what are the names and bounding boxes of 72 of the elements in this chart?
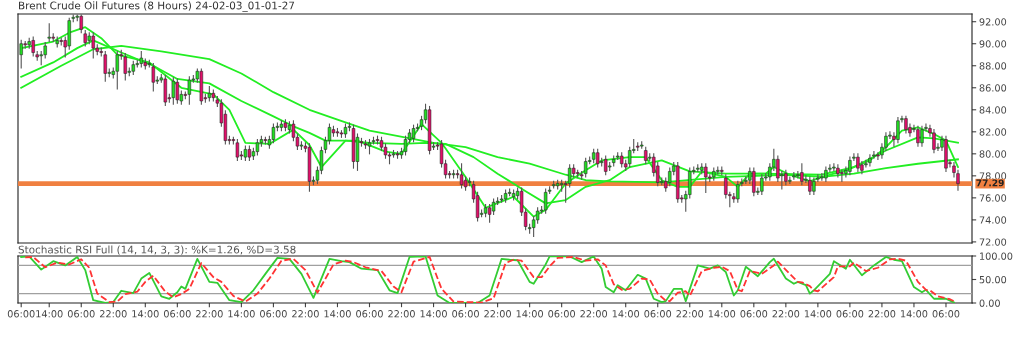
ref-line-label: 77.29 (976, 179, 1004, 187)
x-tick-label: 14:00 (901, 310, 928, 318)
candlestick (840, 169, 844, 182)
x-tick-label: 06:00 (740, 310, 768, 318)
y-tick-label: 76.00 (979, 194, 1007, 202)
candlestick (932, 129, 936, 154)
candlestick (896, 116, 900, 144)
candlestick (91, 32, 95, 59)
candlestick (567, 164, 572, 188)
candlestick (796, 170, 800, 179)
x-tick-label: 14:00 (804, 310, 832, 318)
x-tick-label: 14:00 (420, 310, 447, 318)
candlestick (31, 36, 35, 57)
x-tick-label: 22:00 (292, 310, 319, 318)
x-tick-label: 14:00 (612, 310, 640, 318)
y-tick-label: 80.00 (979, 150, 1007, 158)
x-tick-label: 06:00 (67, 310, 95, 318)
candlestick (103, 50, 107, 82)
y-tick-label: 100.00 (980, 252, 1013, 260)
candlestick (800, 163, 804, 186)
x-tick-label: 06:00 (163, 310, 191, 318)
candlestick (123, 53, 127, 81)
candlestick (151, 62, 155, 92)
y-tick-label: 88.00 (979, 62, 1007, 70)
candlestick (868, 154, 872, 167)
x-tick-label: 14:00 (516, 310, 543, 318)
candlestick (115, 50, 119, 90)
candlestick (163, 75, 167, 106)
candlestick (171, 77, 176, 105)
candlestick (752, 167, 756, 197)
x-tick-label: 06:00 (836, 310, 864, 318)
x-tick-label: 14:00 (36, 310, 63, 318)
x-tick-label: 06:00 (644, 310, 672, 318)
x-tick-label: 14:00 (708, 310, 736, 318)
y-tick-label: 82.00 (979, 128, 1007, 136)
y-tick-label: 84.00 (979, 106, 1007, 114)
candlestick (836, 164, 840, 178)
candlestick (604, 155, 608, 176)
chart-title: Stochastic RSI Full (14, 14, 3, 3): %K=1.26, %D=3.58 (18, 245, 296, 255)
x-tick-label: 06:00 (932, 310, 960, 318)
x-tick-label: 06:00 (7, 310, 35, 318)
y-tick-label: 90.00 (979, 40, 1007, 48)
candlestick (736, 180, 740, 203)
x-tick-label: 22:00 (388, 310, 415, 318)
x-tick-label: 06:00 (356, 310, 383, 318)
candlestick (688, 167, 692, 199)
x-tick-label: 22:00 (196, 310, 223, 318)
x-tick-label: 22:00 (676, 310, 704, 318)
candlestick (820, 173, 824, 181)
chart-title: Brent Crude Oil Futures (8 Hours) 24-02-03_01-01-27 (19, 1, 295, 12)
y-tick-label: 92.00 (979, 18, 1007, 26)
x-tick-label: 14:00 (324, 310, 351, 318)
x-tick-label: 22:00 (772, 310, 800, 318)
x-tick-label: 06:00 (548, 310, 576, 318)
x-tick-label: 22:00 (580, 310, 608, 318)
x-tick-label: 22:00 (484, 310, 511, 318)
x-tick-label: 22:00 (868, 310, 896, 318)
x-tick-label: 06:00 (452, 310, 479, 318)
candlestick (792, 171, 796, 180)
y-tick-label: 50.00 (979, 275, 1007, 284)
y-tick-label: 74.00 (979, 216, 1007, 224)
x-tick-label: 14:00 (228, 310, 255, 318)
x-tick-label: 14:00 (132, 310, 159, 318)
candlestick (704, 163, 708, 193)
candlestick (916, 125, 920, 147)
x-tick-label: 22:00 (99, 310, 127, 318)
x-tick-label: 06:00 (260, 310, 287, 318)
candlestick (760, 174, 764, 196)
y-tick-label: 0.00 (979, 299, 1000, 307)
y-tick-label: 86.00 (979, 84, 1007, 92)
candlestick (920, 125, 924, 147)
y-tick-label: 72.00 (979, 238, 1007, 246)
